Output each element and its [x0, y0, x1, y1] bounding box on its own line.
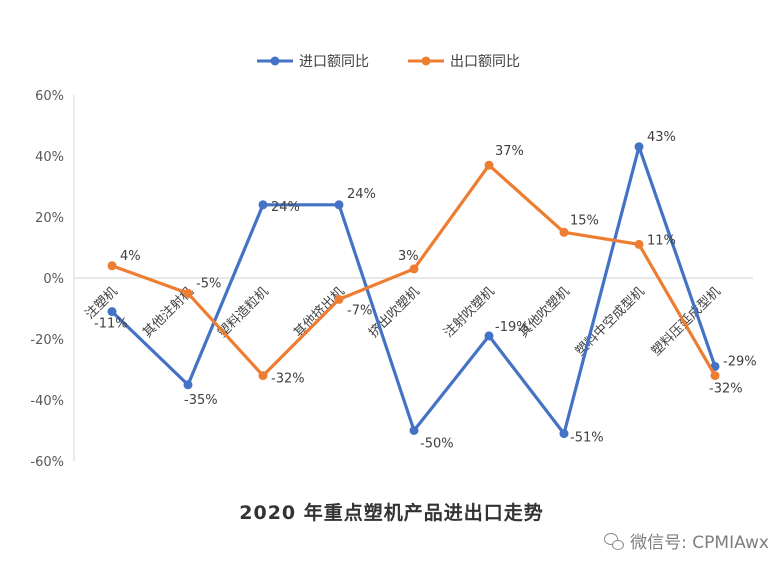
y-tick-label: -20%: [30, 333, 64, 348]
data-label: -29%: [723, 354, 757, 369]
data-label: -19%: [495, 320, 529, 335]
series-2-point: [334, 294, 344, 304]
category-axis-labels: 注塑机 其他注射机 塑料造粒机 其他挤出机 挤出吹塑机 注射吹塑机 其他吹塑机 塑料中空成型机…: [83, 284, 724, 360]
category-label: 塑料中空成型机: [573, 284, 648, 359]
data-label: 3%: [398, 249, 419, 264]
legend-label: 出口额同比: [450, 54, 520, 70]
legend: 进口额同比 出口额同比: [257, 54, 520, 70]
series-1-point: [484, 331, 494, 341]
series-2-point: [258, 371, 268, 381]
data-label: -32%: [709, 382, 743, 397]
data-label: 15%: [570, 213, 599, 228]
watermark-text: 微信号: CPMIAwx: [630, 533, 769, 553]
data-label: -7%: [347, 303, 372, 318]
series-1-point: [334, 200, 344, 210]
series-2-point: [634, 239, 644, 249]
series-1-point: [107, 307, 117, 317]
data-label: 43%: [647, 130, 676, 145]
data-label: 4%: [120, 249, 141, 264]
y-tick-label: 0%: [43, 272, 64, 287]
series-1-point: [634, 142, 644, 152]
data-label: -11%: [94, 317, 128, 332]
series-1-point: [559, 429, 569, 439]
data-label: -50%: [420, 437, 454, 452]
series-2-point: [484, 160, 494, 170]
data-label: 11%: [647, 233, 676, 248]
legend-label: 进口额同比: [299, 54, 369, 70]
wechat-icon: [604, 532, 625, 550]
y-tick-label: 40%: [35, 150, 64, 165]
category-label: 塑料压延成型机: [649, 284, 724, 359]
chart-title: 2020 年重点塑机产品进出口走势: [239, 502, 544, 524]
series-2-point: [710, 371, 720, 381]
category-label: 其他挤出机: [291, 284, 348, 341]
legend-swatch-marker: [270, 56, 280, 66]
series-1-point: [409, 426, 419, 435]
data-label: -5%: [196, 276, 221, 291]
series-1-point: [258, 200, 268, 210]
legend-swatch-marker: [421, 56, 431, 66]
series-lines: [107, 142, 720, 439]
data-label: -51%: [570, 431, 604, 446]
data-label: 37%: [495, 144, 524, 159]
y-tick-label: -40%: [30, 394, 64, 409]
y-tick-label: 20%: [35, 211, 64, 226]
series-1-point: [183, 380, 193, 390]
watermark: 微信号: CPMIAwx: [604, 528, 769, 553]
data-label: 24%: [271, 200, 300, 215]
y-axis: 60% 40% 20% 0% -20% -40% -60%: [30, 89, 75, 470]
series-2-point: [183, 288, 193, 298]
series-2-point: [409, 264, 419, 274]
series-2-point: [559, 227, 569, 237]
data-label: -32%: [271, 372, 305, 387]
data-label: -35%: [184, 393, 218, 408]
series-2-point: [107, 261, 117, 271]
data-labels: -11% -35% 24% 24% -50% -19% -51% 43% -29% 4% -5% -3…: [94, 130, 757, 452]
y-tick-label: 60%: [35, 89, 64, 104]
data-label: 24%: [347, 187, 376, 202]
y-tick-label: -60%: [30, 455, 64, 470]
